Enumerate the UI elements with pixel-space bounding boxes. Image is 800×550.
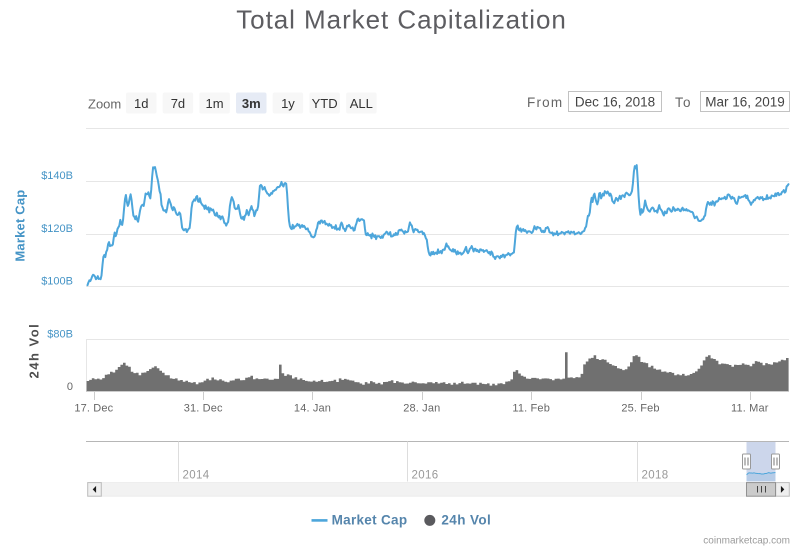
svg-text:11. Mar: 11. Mar [731, 403, 769, 415]
svg-text:11. Feb: 11. Feb [512, 403, 550, 415]
svg-text:28. Jan: 28. Jan [403, 403, 440, 415]
svg-text:YTD: YTD [312, 96, 338, 111]
svg-text:31. Dec: 31. Dec [184, 403, 223, 415]
svg-text:0: 0 [67, 381, 73, 393]
svg-text:$80B: $80B [47, 329, 73, 341]
svg-text:1d: 1d [134, 96, 148, 111]
svg-text:7d: 7d [171, 96, 185, 111]
svg-text:To: To [675, 95, 692, 110]
svg-text:3m: 3m [242, 96, 261, 111]
svg-text:ALL: ALL [350, 96, 373, 111]
svg-text:14. Jan: 14. Jan [294, 403, 331, 415]
svg-text:24h Vol: 24h Vol [441, 513, 491, 528]
svg-text:$140B: $140B [41, 170, 73, 182]
svg-text:Market Cap: Market Cap [13, 190, 28, 262]
svg-text:coinmarketcap.com: coinmarketcap.com [703, 536, 790, 547]
svg-text:2016: 2016 [412, 470, 439, 482]
svg-text:Market Cap: Market Cap [332, 513, 408, 528]
svg-text:2014: 2014 [183, 470, 210, 482]
svg-text:1y: 1y [281, 96, 295, 111]
svg-text:$100B: $100B [41, 276, 73, 288]
svg-text:17. Dec: 17. Dec [74, 403, 113, 415]
svg-text:$120B: $120B [41, 223, 73, 235]
svg-text:Dec 16, 2018: Dec 16, 2018 [575, 95, 655, 110]
svg-text:Zoom: Zoom [88, 97, 121, 112]
svg-text:24h Vol: 24h Vol [27, 323, 42, 379]
svg-text:Total Market Capitalization: Total Market Capitalization [236, 5, 567, 35]
svg-text:2018: 2018 [642, 470, 669, 482]
svg-text:1m: 1m [206, 96, 224, 111]
svg-text:From: From [527, 95, 563, 110]
svg-text:Mar 16, 2019: Mar 16, 2019 [705, 95, 785, 110]
svg-text:25. Feb: 25. Feb [621, 403, 659, 415]
